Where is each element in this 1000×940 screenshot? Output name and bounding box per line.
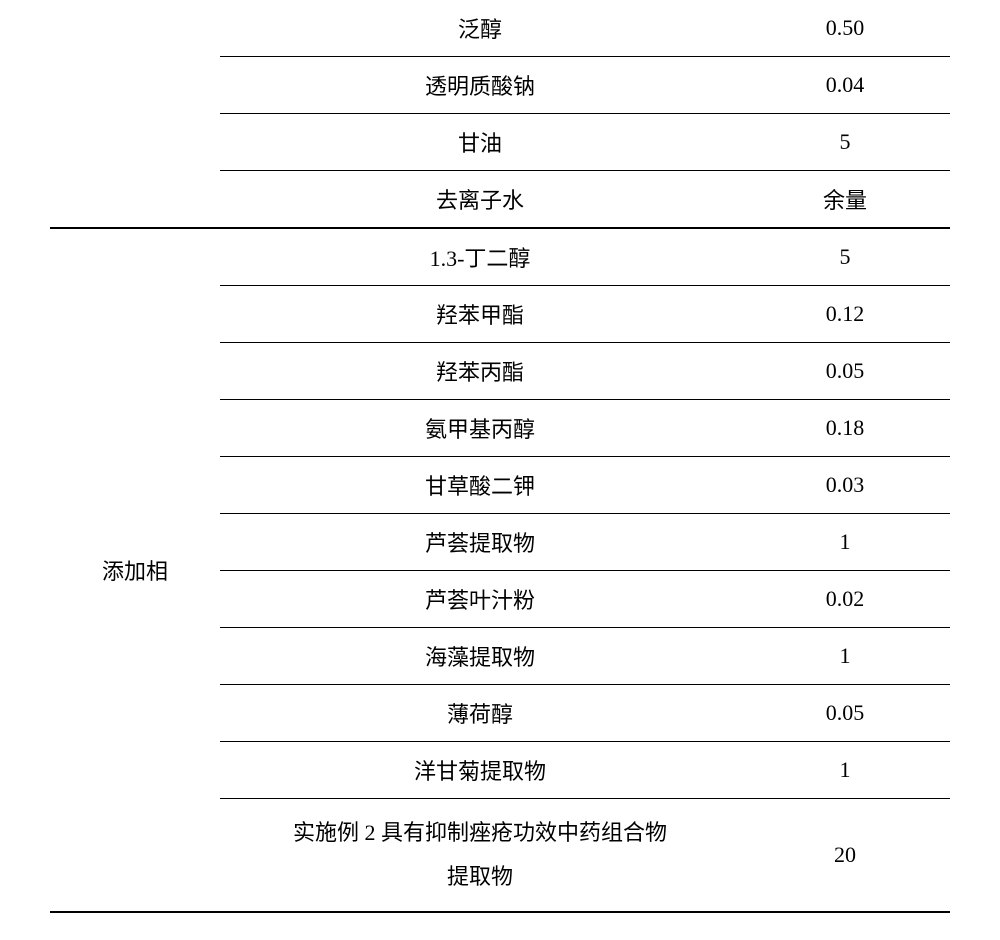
page: 泛醇 0.50 透明质酸钠 0.04 甘油 5 去离子水 余量 添加相 1.3-… bbox=[0, 0, 1000, 913]
group-cell bbox=[50, 0, 220, 228]
ingredient-value: 5 bbox=[740, 114, 950, 171]
ingredient-value: 1 bbox=[740, 628, 950, 685]
ingredient-value: 20 bbox=[740, 799, 950, 913]
ingredient-value: 0.04 bbox=[740, 57, 950, 114]
ingredient-name: 1.3-丁二醇 bbox=[220, 228, 740, 286]
ingredient-name: 薄荷醇 bbox=[220, 685, 740, 742]
ingredient-value: 余量 bbox=[740, 171, 950, 229]
ingredient-name: 实施例 2 具有抑制痤疮功效中药组合物提取物 bbox=[220, 799, 740, 913]
ingredient-name: 透明质酸钠 bbox=[220, 57, 740, 114]
ingredient-name: 泛醇 bbox=[220, 0, 740, 57]
ingredient-name: 甘草酸二钾 bbox=[220, 457, 740, 514]
table-row: 添加相 1.3-丁二醇 5 bbox=[50, 228, 950, 286]
ingredient-name: 羟苯丙酯 bbox=[220, 343, 740, 400]
ingredient-value: 0.12 bbox=[740, 286, 950, 343]
ingredient-value: 0.03 bbox=[740, 457, 950, 514]
ingredient-name: 甘油 bbox=[220, 114, 740, 171]
table-row: 泛醇 0.50 bbox=[50, 0, 950, 57]
ingredient-name: 海藻提取物 bbox=[220, 628, 740, 685]
ingredient-value: 5 bbox=[740, 228, 950, 286]
group-cell: 添加相 bbox=[50, 228, 220, 912]
ingredient-value: 0.50 bbox=[740, 0, 950, 57]
ingredient-name: 洋甘菊提取物 bbox=[220, 742, 740, 799]
ingredient-value: 0.02 bbox=[740, 571, 950, 628]
ingredient-name: 去离子水 bbox=[220, 171, 740, 229]
ingredient-value: 0.05 bbox=[740, 685, 950, 742]
ingredient-value: 0.05 bbox=[740, 343, 950, 400]
ingredient-name: 羟苯甲酯 bbox=[220, 286, 740, 343]
ingredient-name: 芦荟叶汁粉 bbox=[220, 571, 740, 628]
ingredient-name: 氨甲基丙醇 bbox=[220, 400, 740, 457]
ingredient-value: 1 bbox=[740, 514, 950, 571]
formula-table: 泛醇 0.50 透明质酸钠 0.04 甘油 5 去离子水 余量 添加相 1.3-… bbox=[50, 0, 950, 913]
ingredient-name: 芦荟提取物 bbox=[220, 514, 740, 571]
ingredient-value: 0.18 bbox=[740, 400, 950, 457]
ingredient-value: 1 bbox=[740, 742, 950, 799]
